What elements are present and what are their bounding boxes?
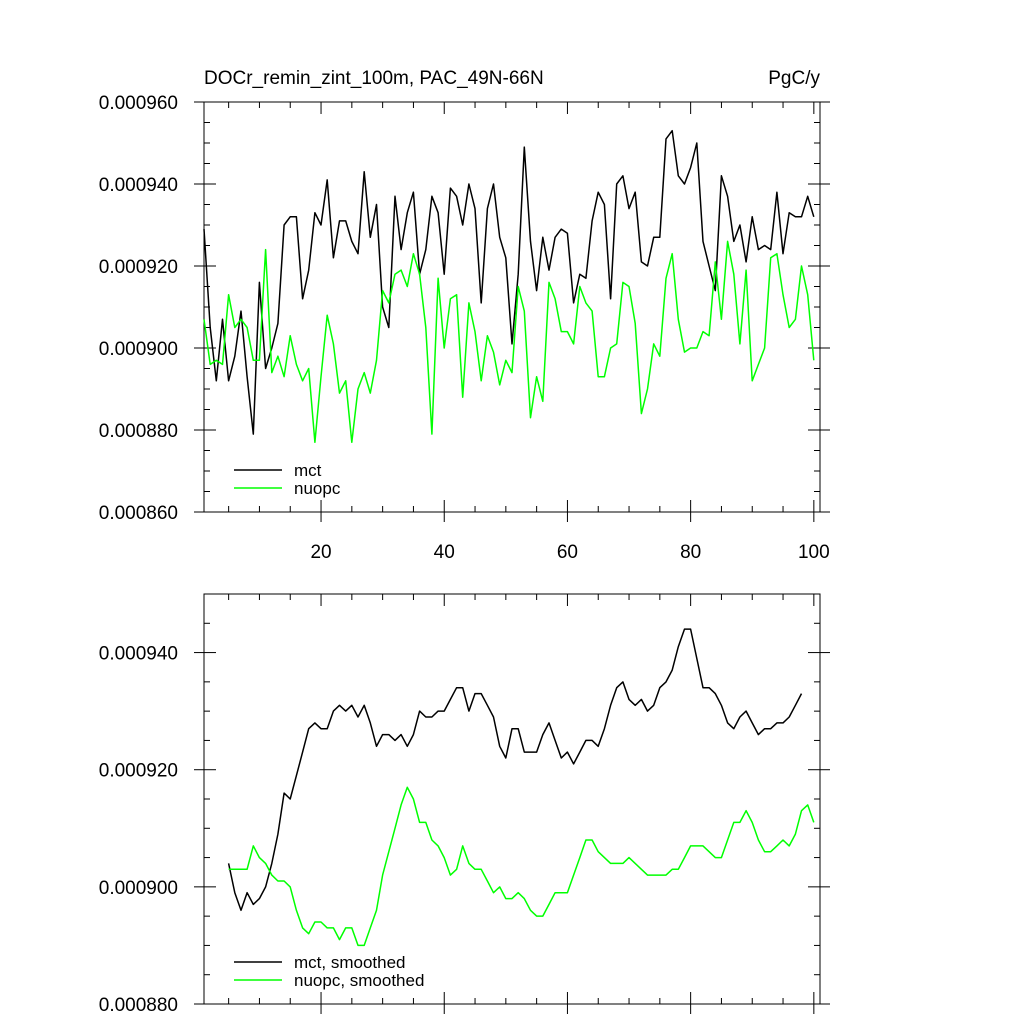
- y-tick-label: 0.000860: [99, 503, 178, 524]
- y-tick-label: 0.000880: [99, 995, 178, 1016]
- y-tick-label: 0.000880: [99, 421, 178, 442]
- x-tick-label: 80: [680, 542, 701, 563]
- y-tick-label: 0.000900: [99, 339, 178, 360]
- x-tick-label: 100: [798, 542, 830, 563]
- bottom-panel: 0.000880 0.000900 0.000920 0.000940 mct, smo…: [99, 593, 830, 1016]
- series-line-nuopc-smoothed: [228, 786, 815, 947]
- plot-frame: [203, 593, 821, 1005]
- x-tick-label: 40: [434, 542, 455, 563]
- top-panel: 20 40 60 80 100 0.000860 0.000880 0.000900 0.000…: [99, 93, 830, 563]
- x-tick-label: 60: [557, 542, 578, 563]
- series-line-nuopc: [203, 240, 815, 444]
- y-tick-label: 0.000940: [99, 175, 178, 196]
- chart-title: DOCr_remin_zint_100m, PAC_49N-66N: [204, 68, 544, 89]
- y-tick-label: 0.000900: [99, 878, 178, 899]
- series-line-mct: [203, 129, 815, 435]
- legend-label: nuopc: [294, 479, 341, 498]
- y-tick-label: 0.000920: [99, 257, 178, 278]
- series-line-mct-smoothed: [227, 628, 803, 912]
- x-tick-label: 20: [310, 542, 331, 563]
- plot-frame: [203, 101, 821, 513]
- legend-label: mct, smoothed: [294, 953, 406, 972]
- y-tick-label: 0.000960: [99, 93, 178, 114]
- legend-label: mct: [294, 461, 322, 480]
- units-label: PgC/y: [768, 68, 820, 89]
- y-tick-label: 0.000940: [99, 644, 178, 665]
- legend-label: nuopc, smoothed: [294, 971, 424, 990]
- y-tick-label: 0.000920: [99, 761, 178, 782]
